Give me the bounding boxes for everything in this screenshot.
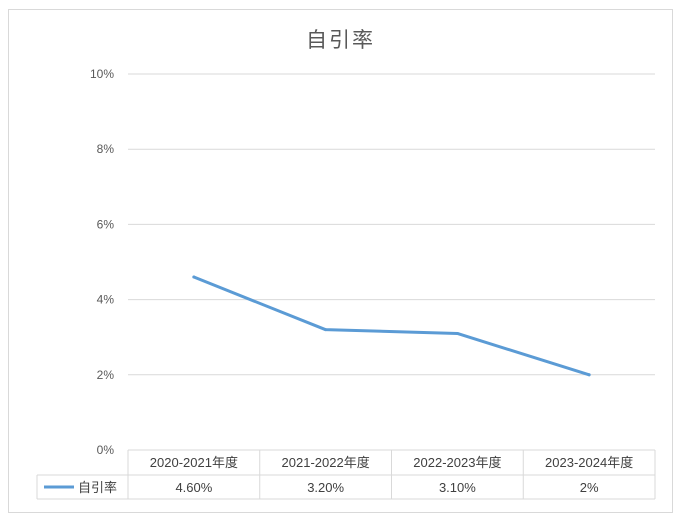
- y-tick-label: 6%: [97, 217, 115, 231]
- series-line: [192, 275, 591, 377]
- x-category-label: 2021-2022年度: [282, 455, 370, 470]
- y-tick-label: 8%: [97, 142, 115, 156]
- chart-title: 自引率: [306, 28, 375, 52]
- series-layer: [192, 275, 591, 377]
- legend-series-name: 自引率: [78, 480, 117, 495]
- data-value-label: 4.60%: [175, 480, 212, 495]
- y-tick-label: 10%: [90, 67, 114, 81]
- data-value-label: 3.20%: [307, 480, 344, 495]
- x-category-label: 2020-2021年度: [150, 455, 238, 470]
- data-point: [455, 331, 459, 335]
- data-point: [587, 373, 591, 377]
- y-tick-label: 0%: [97, 443, 115, 457]
- y-axis-ticks: 0% 2% 4% 6% 8% 10%: [90, 67, 114, 457]
- data-point: [324, 328, 328, 332]
- y-tick-label: 2%: [97, 368, 115, 382]
- chart-frame: [8, 9, 673, 513]
- gridlines: [128, 73, 655, 451]
- x-category-label: 2022-2023年度: [413, 455, 501, 470]
- data-point: [192, 275, 196, 279]
- data-table: 2020-2021年度 2021-2022年度 2022-2023年度 2023-20…: [36, 450, 656, 500]
- y-tick-label: 4%: [97, 293, 115, 307]
- data-value-label: 3.10%: [439, 480, 476, 495]
- x-category-label: 2023-2024年度: [545, 455, 633, 470]
- data-value-label: 2%: [580, 480, 599, 495]
